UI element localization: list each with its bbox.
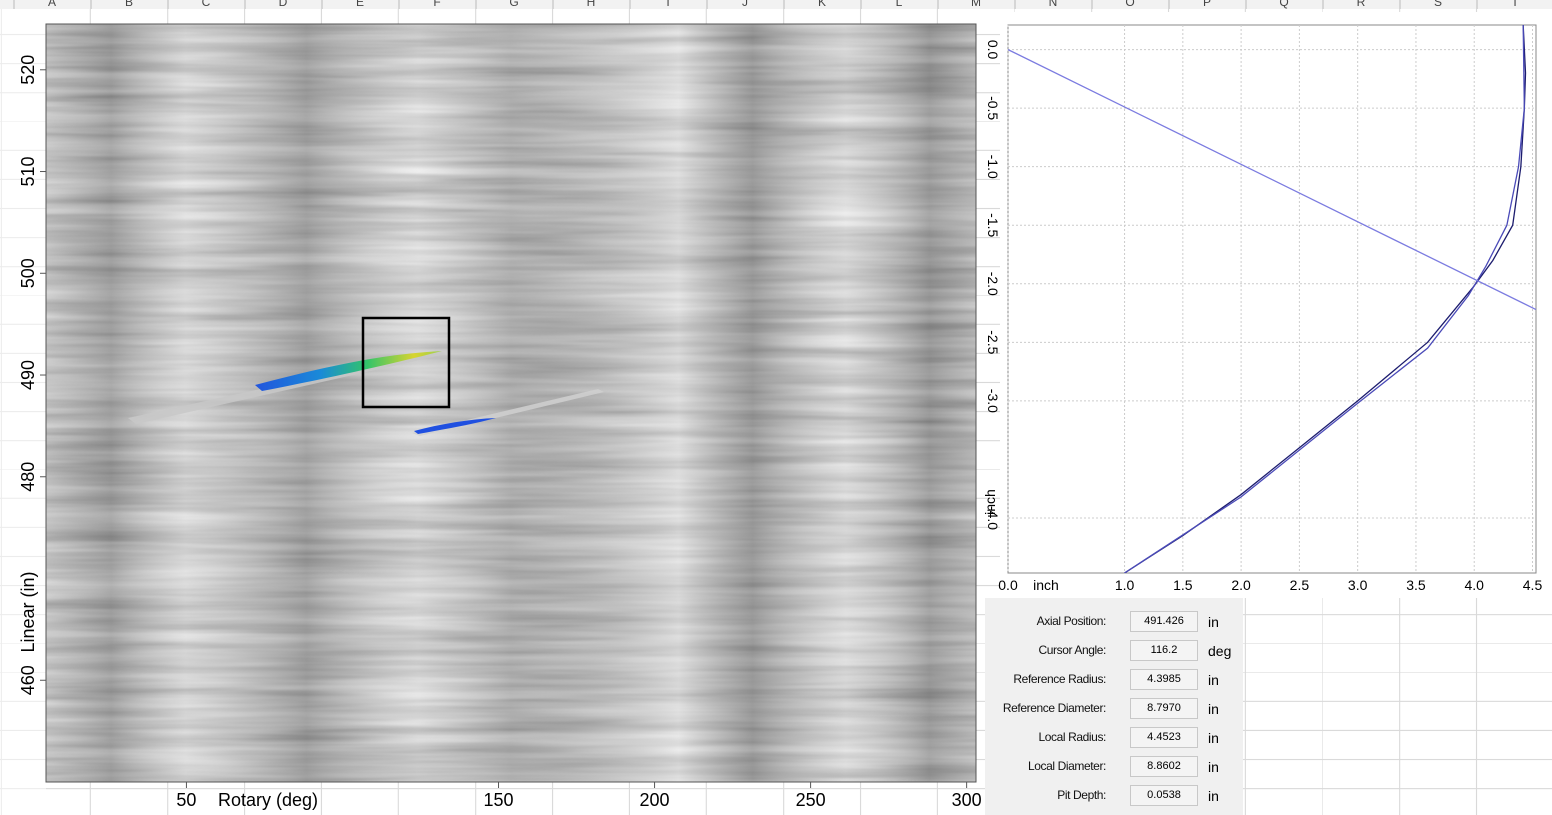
y-tick-label: 500 [18, 258, 38, 288]
row-strip [0, 9, 46, 815]
field-unit: in [1208, 788, 1219, 804]
column-letter: M [971, 0, 981, 9]
field-value: 116.2 [1130, 640, 1198, 661]
column-letter: D [279, 0, 288, 9]
field-label: Axial Position: [1036, 614, 1107, 628]
field-unit: deg [1208, 643, 1232, 659]
panel-row: Cursor Angle: 116.2 deg [985, 640, 1243, 662]
pit-indication [255, 351, 442, 391]
field-value: 8.8602 [1130, 756, 1198, 777]
column-letter: I [666, 0, 669, 9]
column-letter: C [202, 0, 211, 9]
column-letter: K [818, 0, 826, 9]
x-tick-label: 1.5 [1173, 577, 1193, 593]
y-tick-label: 510 [18, 157, 38, 187]
column-letter: O [1125, 0, 1134, 9]
panel-row: Local Diameter: 8.8602 in [985, 756, 1243, 778]
y-tick-label: 0.0 [985, 40, 1001, 60]
x-axis-label: Rotary (deg) [218, 790, 318, 810]
column-letter: F [433, 0, 440, 9]
column-letter: L [896, 0, 903, 9]
column-letter: A [48, 0, 56, 9]
column-letter: G [509, 0, 518, 9]
field-label: Cursor Angle: [1038, 643, 1106, 657]
field-value: 4.4523 [1130, 727, 1198, 748]
column-letter: P [1203, 0, 1211, 9]
x-tick-label: 250 [796, 790, 826, 810]
x-tick-label: 2.5 [1290, 577, 1310, 593]
field-value: 8.7970 [1130, 698, 1198, 719]
x-tick-label: 2.0 [1231, 577, 1251, 593]
x-tick-label: 4.0 [1464, 577, 1484, 593]
field-label: Local Diameter: [1027, 759, 1106, 773]
x-axis-label: inch [1033, 577, 1059, 593]
pit-indication [414, 418, 496, 434]
y-tick-label: -4.0 [985, 506, 1001, 530]
y-tick-label: 460 [18, 665, 38, 695]
x-tick-label: 3.5 [1406, 577, 1426, 593]
column-letter: Q [1279, 0, 1288, 9]
series-line [1008, 49, 1536, 311]
field-label: Reference Diameter: [1002, 701, 1107, 715]
cursor-box[interactable] [361, 316, 451, 409]
field-label: Reference Radius: [1013, 672, 1106, 686]
y-tick-label: -1.5 [985, 213, 1001, 237]
scan-bands [46, 24, 976, 782]
field-label: Local Radius: [1038, 730, 1106, 744]
y-tick-label: 480 [18, 462, 38, 492]
field-unit: in [1208, 759, 1219, 775]
column-letter: B [125, 0, 133, 9]
y-tick-label: 520 [18, 55, 38, 85]
y-tick-label: -3.0 [985, 389, 1001, 413]
measurement-panel: Axial Position: 491.426 in Cursor Angle: 116… [985, 598, 1243, 815]
plot-frame [45, 23, 977, 783]
x-tick-label: 300 [952, 790, 982, 810]
panel-row: Local Radius: 4.4523 in [985, 727, 1243, 749]
field-unit: in [1208, 614, 1219, 630]
x-tick-label: 4.5 [1523, 577, 1543, 593]
column-letter: H [587, 0, 596, 9]
x-tick-label: 1.0 [1115, 577, 1135, 593]
panel-row: Reference Diameter: 8.7970 in [985, 698, 1243, 720]
panel-row: Reference Radius: 4.3985 in [985, 669, 1243, 691]
header-bg [0, 0, 1552, 9]
field-unit: in [1208, 701, 1219, 717]
x-tick-label: 150 [483, 790, 513, 810]
x-tick-label: 50 [176, 790, 196, 810]
field-value: 491.426 [1130, 611, 1198, 632]
scan-image [46, 24, 976, 782]
column-letter: S [1434, 0, 1442, 9]
y-axis-label: inch [982, 489, 998, 515]
column-header: A B C D E F G H I J K L M N O P Q R S T [0, 0, 1552, 9]
column-letter: N [1049, 0, 1058, 9]
panel-row: Axial Position: 491.426 in [985, 611, 1243, 633]
field-label: Pit Depth: [1057, 788, 1106, 802]
y-tick-label: -2.5 [985, 330, 1001, 354]
y-axis-label: Linear (in) [18, 571, 38, 652]
panel-row: Pit Depth: 0.0538 in [985, 785, 1243, 807]
y-tick-label: -0.5 [985, 96, 1001, 120]
column-letter: T [1511, 0, 1519, 9]
field-value: 0.0538 [1130, 785, 1198, 806]
y-tick-label: 490 [18, 360, 38, 390]
field-unit: in [1208, 730, 1219, 746]
column-letter: R [1357, 0, 1366, 9]
field-value: 4.3985 [1130, 669, 1198, 690]
y-tick-label: -1.0 [985, 155, 1001, 179]
y-tick-label: -2.0 [985, 272, 1001, 296]
x-tick-label: 0.0 [998, 577, 1018, 593]
x-tick-label: 3.0 [1348, 577, 1368, 593]
field-unit: in [1208, 672, 1219, 688]
column-letter: J [742, 0, 748, 9]
x-tick-label: 200 [640, 790, 670, 810]
section-frame [1007, 24, 1537, 574]
column-letter: E [356, 0, 364, 9]
plot-lines [1008, 25, 1536, 573]
